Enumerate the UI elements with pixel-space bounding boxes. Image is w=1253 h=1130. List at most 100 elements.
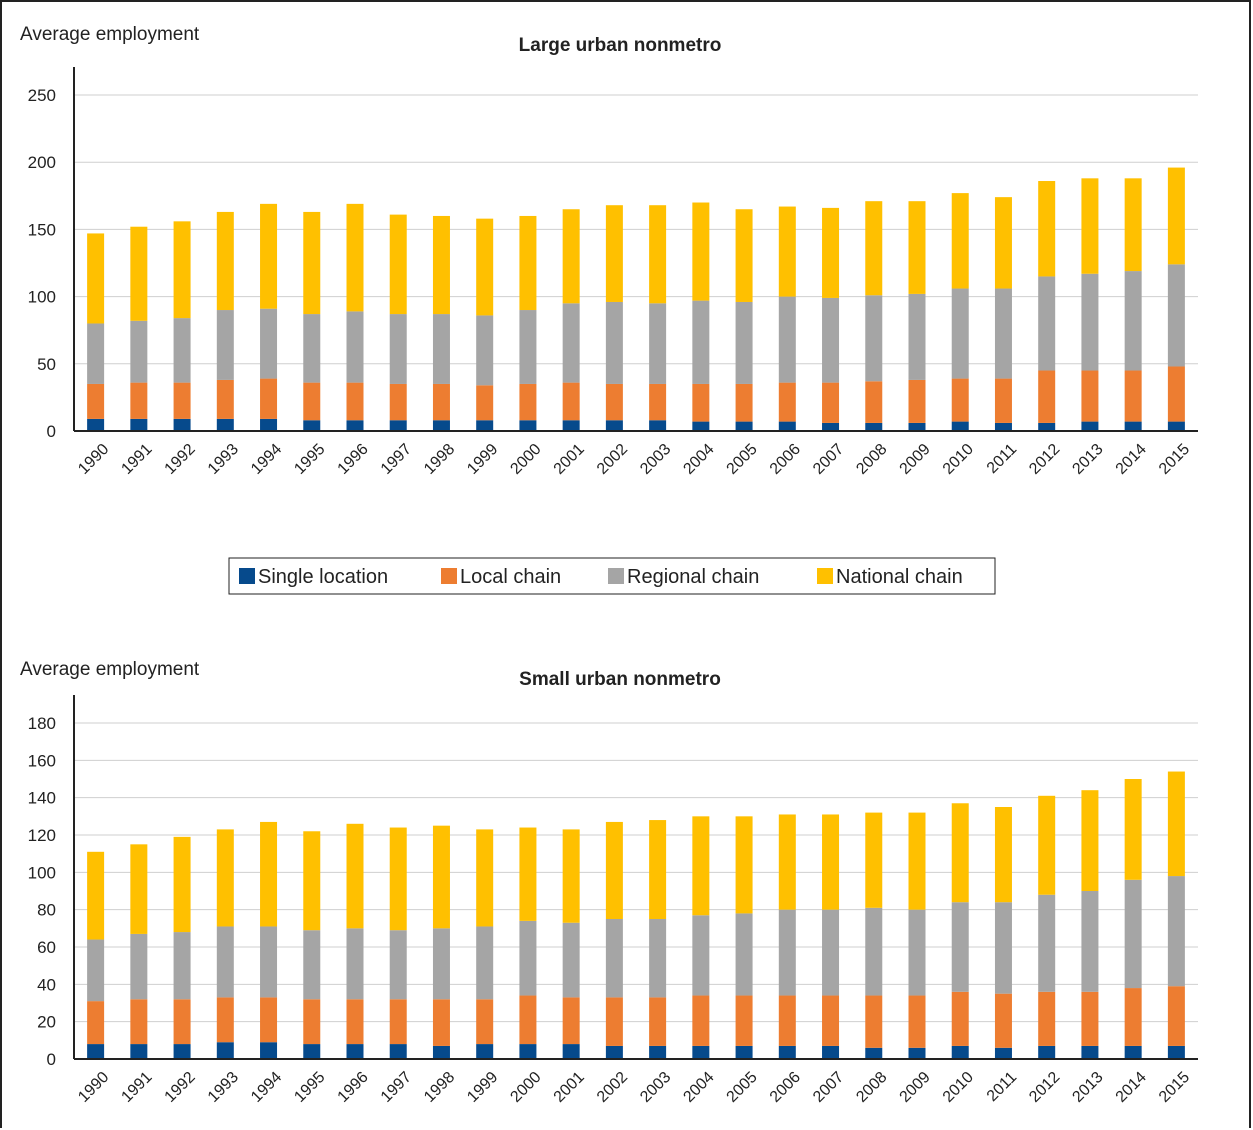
- bar-national-chain: [735, 816, 753, 914]
- bar-single-location: [130, 418, 148, 431]
- bar-local-chain: [1081, 370, 1099, 422]
- bar-regional-chain: [605, 301, 623, 384]
- x-tick-label: 1994: [248, 441, 285, 478]
- bar-local-chain: [216, 997, 234, 1043]
- bar-regional-chain: [303, 314, 321, 383]
- bar-local-chain: [778, 995, 796, 1046]
- chart-title: Small urban nonmetro: [519, 669, 721, 690]
- bar-single-location: [994, 422, 1012, 431]
- bar-local-chain: [216, 379, 234, 419]
- bar-national-chain: [951, 193, 969, 289]
- bar-regional-chain: [692, 915, 710, 996]
- x-tick-label: 2002: [594, 441, 631, 478]
- x-tick-label: 2001: [551, 1069, 588, 1106]
- bar-national-chain: [476, 218, 494, 316]
- bar-single-location: [87, 1044, 105, 1059]
- bar-regional-chain: [1038, 276, 1056, 371]
- legend-item-single-location: Single location: [239, 566, 388, 588]
- bar-regional-chain: [519, 920, 537, 996]
- x-tick-label: 2000: [507, 441, 544, 478]
- chart-title: Large urban nonmetro: [519, 35, 722, 56]
- bar-single-location: [216, 1042, 234, 1059]
- bar-national-chain: [216, 829, 234, 927]
- bar-local-chain: [865, 381, 883, 423]
- y-tick-label: 250: [28, 86, 56, 105]
- bar-local-chain: [389, 383, 407, 421]
- y-tick-label: 150: [28, 220, 56, 239]
- bar-regional-chain: [649, 303, 667, 384]
- bar-local-chain: [519, 995, 537, 1045]
- x-tick-label: 1994: [248, 1069, 285, 1106]
- bar-regional-chain: [778, 909, 796, 996]
- bar-regional-chain: [908, 909, 926, 996]
- bar-single-location: [1124, 1045, 1142, 1059]
- bar-national-chain: [994, 807, 1012, 903]
- bar-single-location: [692, 421, 710, 431]
- bar-local-chain: [346, 999, 364, 1045]
- bar-single-location: [1081, 1045, 1099, 1059]
- bar-local-chain: [1038, 370, 1056, 423]
- bar-national-chain: [1038, 181, 1056, 277]
- bar-single-location: [260, 418, 278, 431]
- x-tick-label: 2011: [984, 441, 1020, 477]
- bar-national-chain: [649, 820, 667, 919]
- bar-single-location: [216, 418, 234, 431]
- bar-national-chain: [865, 201, 883, 296]
- bar-national-chain: [346, 823, 364, 929]
- bar-local-chain: [605, 997, 623, 1046]
- axes: [73, 695, 1198, 1060]
- bar-regional-chain: [692, 300, 710, 384]
- x-tick-label: 2008: [853, 441, 890, 478]
- x-tick-label: 1993: [205, 441, 242, 478]
- bar-national-chain: [865, 812, 883, 908]
- x-tick-label: 2009: [897, 1069, 934, 1106]
- x-tick-label: 2001: [551, 441, 588, 478]
- y-tick-label: 80: [37, 901, 56, 920]
- bar-regional-chain: [432, 314, 450, 384]
- bar-local-chain: [519, 383, 537, 421]
- bar-single-location: [908, 422, 926, 431]
- bar-national-chain: [562, 209, 580, 304]
- bar-local-chain: [865, 995, 883, 1048]
- bar-national-chain: [649, 205, 667, 304]
- bar-regional-chain: [951, 288, 969, 379]
- bar-local-chain: [173, 382, 191, 419]
- x-tick-label: 2012: [1026, 441, 1063, 478]
- bar-single-location: [735, 421, 753, 431]
- bar-regional-chain: [735, 913, 753, 996]
- x-tick-label: 2003: [637, 1069, 674, 1106]
- bar-regional-chain: [1167, 876, 1185, 987]
- bar-local-chain: [692, 995, 710, 1046]
- bar-single-location: [562, 1044, 580, 1059]
- legend-label: Single location: [258, 566, 388, 588]
- bar-single-location: [649, 420, 667, 431]
- x-tick-label: 2005: [724, 1069, 761, 1106]
- bar-local-chain: [692, 383, 710, 422]
- legend-swatch: [608, 568, 624, 584]
- legend-item-regional-chain: Regional chain: [608, 566, 759, 588]
- bar-single-location: [562, 420, 580, 431]
- x-tick-label: 2009: [897, 441, 934, 478]
- bar-regional-chain: [346, 928, 364, 1000]
- bar-national-chain: [260, 821, 278, 927]
- bar-local-chain: [822, 995, 840, 1046]
- bar-local-chain: [432, 999, 450, 1046]
- bar-local-chain: [994, 378, 1012, 423]
- bar-single-location: [173, 1044, 191, 1059]
- x-tick-label: 1993: [205, 1069, 242, 1106]
- y-axis-label: Average employment: [20, 24, 200, 45]
- y-tick-label: 20: [37, 1013, 56, 1032]
- bar-single-location: [432, 1045, 450, 1059]
- bar-single-location: [1038, 1045, 1056, 1059]
- bar-local-chain: [260, 378, 278, 419]
- bar-regional-chain: [389, 314, 407, 384]
- x-tick-label: 1992: [162, 1069, 199, 1106]
- x-tick-label: 2011: [984, 1069, 1020, 1105]
- bar-regional-chain: [87, 939, 105, 1002]
- bar-national-chain: [130, 844, 148, 934]
- bar-local-chain: [605, 383, 623, 421]
- x-tick-label: 2007: [810, 441, 847, 478]
- bar-single-location: [951, 421, 969, 431]
- bar-national-chain: [432, 215, 450, 315]
- x-tick-label: 2007: [810, 1069, 847, 1106]
